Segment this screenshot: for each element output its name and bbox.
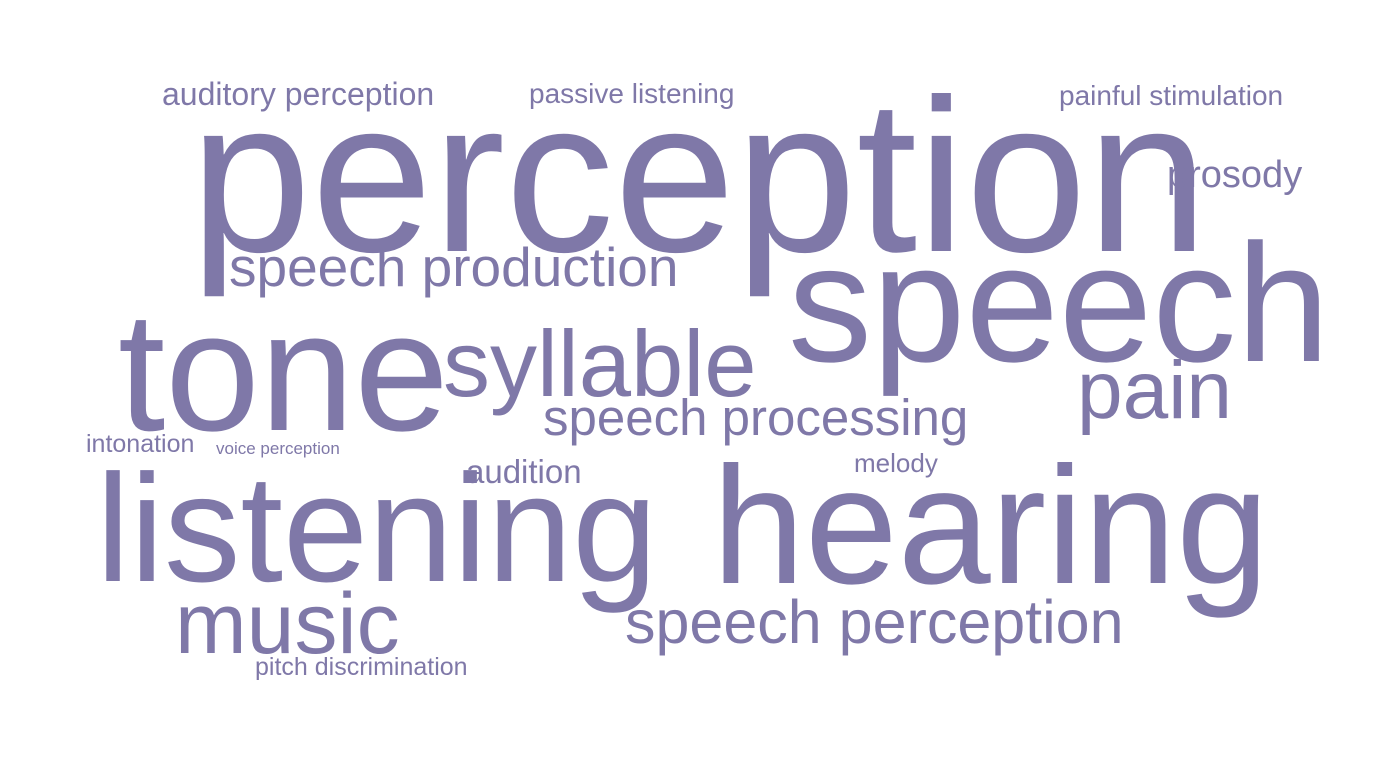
word-auditory-perception: auditory perception [162,76,435,112]
word-painful-stimulation: painful stimulation [1059,80,1284,111]
word-speech: speech [788,209,1330,397]
word-passive-listening: passive listening [529,78,735,109]
word-voice-perception: voice perception [216,439,340,458]
word-speech-perception: speech perception [625,588,1124,656]
word-speech-production: speech production [229,236,679,298]
word-tone: tone [118,277,449,467]
word-intonation: intonation [86,430,195,458]
word-syllable: syllable [443,311,757,416]
word-audition: audition [466,453,582,490]
word-melody: melody [854,448,938,478]
word-pain: pain [1077,345,1233,436]
word-hearing: hearing [712,433,1270,619]
word-pitch-discrimination: pitch discrimination [255,653,468,681]
word-music: music [175,576,400,672]
word-prosody: prosody [1167,154,1303,196]
word-listening: listening [96,443,658,614]
word-perception: perception [190,55,1209,298]
word-speech-processing: speech processing [543,389,969,446]
